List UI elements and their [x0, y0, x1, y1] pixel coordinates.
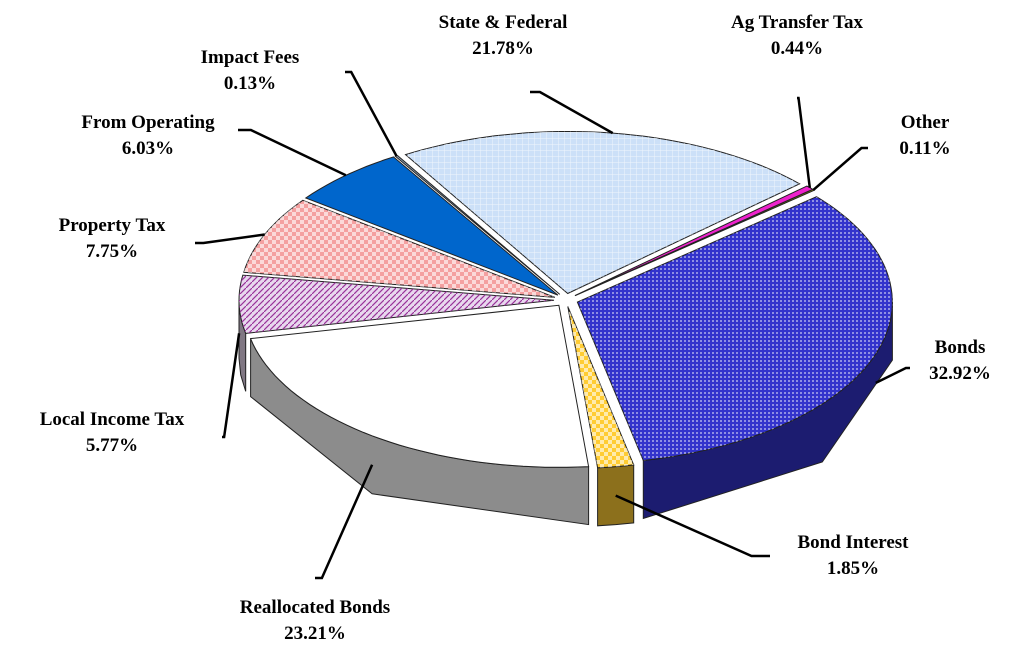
leader-line	[238, 128, 347, 177]
slice-label: State & Federal	[439, 12, 568, 33]
slice-value-label: 0.13%	[224, 73, 276, 94]
slice-value-label: 21.78%	[472, 38, 534, 59]
leader-line	[797, 96, 812, 188]
slice-value-label: 32.92%	[929, 363, 991, 384]
slice	[249, 304, 590, 468]
slice-label: From Operating	[81, 112, 215, 133]
slice-value-label: 1.85%	[827, 558, 879, 579]
slice-label: Bonds	[935, 337, 986, 358]
leader-line	[530, 90, 614, 135]
slice-value-label: 5.77%	[86, 435, 138, 456]
slice-value-label: 7.75%	[86, 241, 138, 262]
pie-tops	[238, 131, 893, 469]
slice-label: Reallocated Bonds	[240, 597, 390, 618]
leader-line	[195, 233, 265, 245]
slice-texture	[239, 275, 554, 334]
slice-label: Local Income Tax	[40, 409, 185, 430]
leader-line	[222, 333, 241, 439]
slice-label: Property Tax	[59, 215, 166, 236]
leader-line	[875, 366, 910, 385]
slice-label: Bond Interest	[797, 532, 909, 553]
slice-side	[597, 464, 635, 527]
slice	[304, 156, 559, 296]
slice-value-label: 0.11%	[899, 138, 950, 159]
slice-value-label: 23.21%	[284, 623, 346, 644]
slice-texture	[405, 131, 800, 294]
slice-label: Ag Transfer Tax	[731, 12, 863, 33]
slice-texture	[577, 196, 893, 461]
slice-value-label: 6.03%	[122, 138, 174, 159]
leader-line	[812, 146, 868, 191]
labels: Other 0.11% Bonds 32.92% Bond Interest 1.85% R…	[40, 12, 991, 644]
leader-line	[345, 70, 398, 157]
slice-label: Impact Fees	[201, 47, 300, 68]
slice-label: Other	[901, 112, 950, 133]
leader-line	[315, 464, 374, 580]
slice-texture	[243, 200, 555, 298]
leader-line	[615, 494, 770, 558]
slice-texture	[567, 306, 634, 468]
slice-value-label: 0.44%	[771, 38, 823, 59]
